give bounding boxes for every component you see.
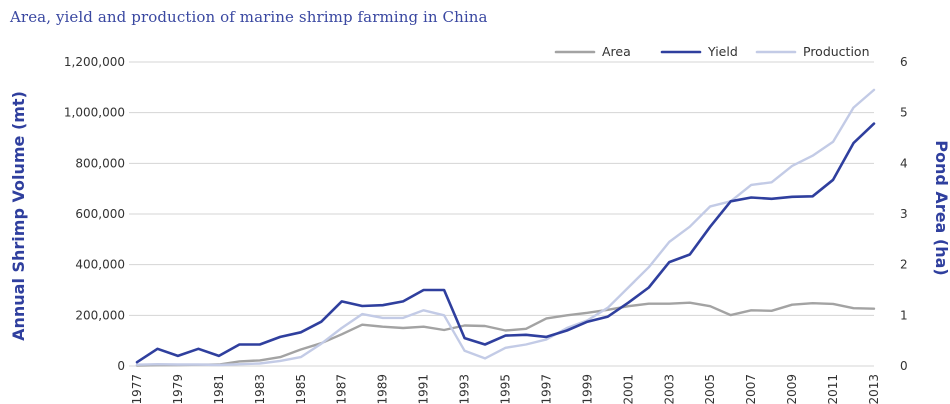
x-tick-label: 1989	[376, 374, 390, 404]
series-line-area	[135, 301, 876, 367]
y2-tick-label: 5	[900, 106, 908, 120]
y2-tick-label: 6	[900, 55, 908, 69]
x-tick-label: 1995	[499, 374, 513, 404]
legend: Area Yield Production	[554, 44, 870, 59]
x-tick-label: 1981	[212, 374, 226, 404]
x-tick-label: 1977	[130, 374, 144, 404]
x-tick-label: 2003	[662, 374, 676, 404]
x-tick-label: 2013	[867, 374, 881, 404]
x-tick-label: 1991	[417, 374, 431, 404]
x-tick-label: 1985	[294, 374, 308, 404]
y2-tick-label: 1	[900, 308, 908, 322]
x-tick-label: 2009	[785, 374, 799, 404]
x-tick-label: 2007	[744, 374, 758, 404]
y2-tick-label: 0	[900, 359, 908, 373]
series-lines	[135, 88, 876, 367]
y-tick-label: 1,000,000	[64, 106, 125, 120]
x-tick-label: 1999	[580, 374, 594, 404]
y2-tick-label: 4	[900, 156, 908, 170]
x-tick-label: 1993	[458, 374, 472, 404]
series-line-production	[135, 88, 876, 367]
y-tick-label: 600,000	[75, 207, 125, 221]
x-tick-label: 1987	[335, 374, 349, 404]
y-axis-title: Annual Shrimp Volume (mt)	[9, 91, 28, 341]
x-tick-label: 2005	[703, 374, 717, 404]
axes: 0 0 200,000 1 400,000 2 600,000 3 800,000 4 1,000,…	[9, 55, 950, 404]
y2-tick-label: 3	[900, 207, 908, 221]
legend-label-production: Production	[803, 44, 870, 59]
x-tick-label: 1997	[539, 374, 553, 404]
y-tick-label: 0	[117, 359, 125, 373]
x-tick-label: 2011	[826, 374, 840, 404]
gridlines	[129, 61, 874, 367]
legend-label-yield: Yield	[707, 44, 738, 59]
x-tick-label: 1983	[253, 374, 267, 404]
y-tick-label: 400,000	[75, 258, 125, 272]
chart-title: Area, yield and production of marine shr…	[10, 8, 488, 26]
y2-tick-label: 2	[900, 258, 908, 272]
x-tick-label: 1979	[171, 374, 185, 404]
y-tick-label: 1,200,000	[64, 55, 125, 69]
series-line-yield	[135, 122, 876, 364]
y2-axis-title: Pond Area (ha)	[932, 140, 950, 275]
y-tick-label: 800,000	[75, 156, 125, 170]
y-tick-label: 200,000	[75, 308, 125, 322]
x-tick-label: 2001	[621, 374, 635, 404]
legend-label-area: Area	[602, 44, 631, 59]
